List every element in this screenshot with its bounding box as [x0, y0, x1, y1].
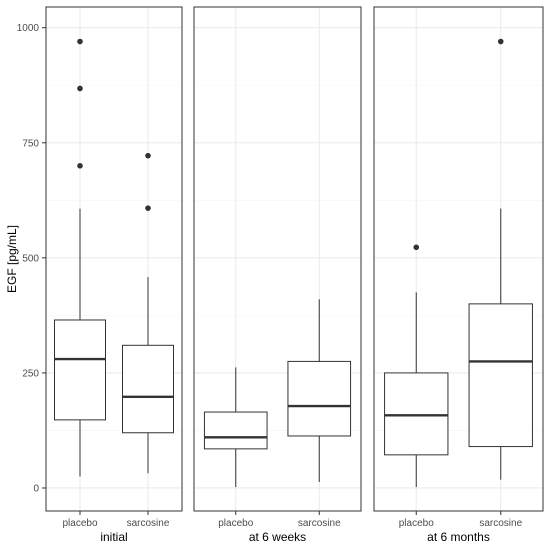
- y-tick-label: 500: [22, 253, 39, 264]
- box-iqr: [122, 344, 174, 434]
- outlier-point: [77, 162, 83, 169]
- outlier-point: [413, 244, 420, 251]
- x-tick-label: placebo: [399, 518, 434, 529]
- outlier-point: [145, 205, 151, 211]
- y-axis-title: EGF [pg/mL]: [5, 225, 19, 293]
- box-iqr: [384, 372, 449, 456]
- y-tick-label: 0: [33, 483, 39, 494]
- panel-label: initial: [100, 530, 127, 544]
- panel-label: at 6 months: [427, 530, 490, 544]
- y-tick-label: 250: [22, 368, 39, 379]
- x-tick-label: placebo: [218, 518, 253, 529]
- x-tick-label: placebo: [62, 518, 97, 529]
- panel-border: [45, 6, 183, 512]
- panel-border: [373, 6, 544, 512]
- x-tick-label: sarcosine: [127, 518, 170, 529]
- box-iqr: [54, 319, 106, 421]
- outlier-point: [145, 152, 151, 159]
- y-tick-label: 750: [22, 138, 39, 149]
- x-tick-label: sarcosine: [298, 518, 341, 529]
- y-tick-label: 1000: [17, 23, 40, 34]
- x-tick-label: sarcosine: [479, 518, 522, 529]
- outlier-point: [497, 38, 504, 45]
- outlier-point: [77, 85, 83, 92]
- panel-border: [193, 6, 362, 512]
- box-iqr: [468, 303, 533, 448]
- panel-label: at 6 weeks: [249, 530, 306, 544]
- box-iqr: [287, 360, 352, 437]
- outlier-point: [77, 38, 83, 45]
- box-iqr: [203, 411, 268, 450]
